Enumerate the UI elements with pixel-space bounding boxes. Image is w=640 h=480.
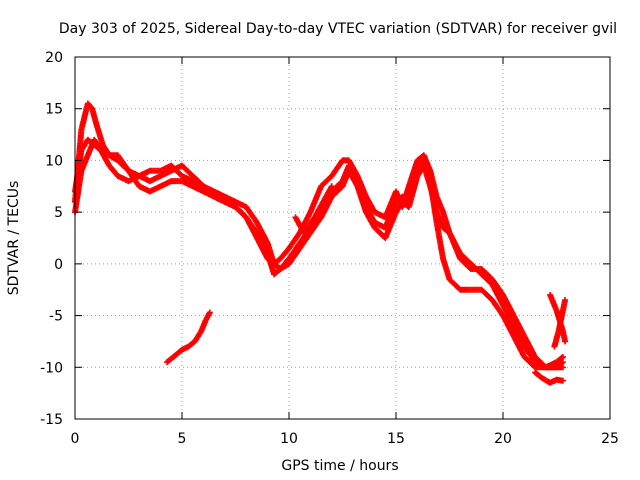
chart-title: Day 303 of 2025, Sidereal Day-to-day VTE… bbox=[59, 21, 617, 37]
y-tick-label: 10 bbox=[45, 153, 63, 169]
data-point bbox=[559, 359, 566, 366]
y-tick-label: 0 bbox=[54, 257, 63, 273]
x-tick-label: 25 bbox=[601, 431, 619, 447]
x-tick-label: 10 bbox=[280, 431, 298, 447]
data-point bbox=[558, 354, 565, 361]
data-point bbox=[559, 377, 566, 384]
x-tick-label: 5 bbox=[178, 431, 187, 447]
plot-frame bbox=[74, 56, 611, 420]
y-tick-label: -15 bbox=[40, 412, 63, 428]
data-point bbox=[559, 353, 566, 360]
data-point bbox=[206, 309, 213, 316]
series-track-f bbox=[532, 369, 566, 386]
series-track-c bbox=[72, 136, 566, 371]
data-point bbox=[559, 364, 566, 371]
y-tick-label: -10 bbox=[40, 360, 63, 376]
data-point bbox=[558, 359, 565, 366]
y-tick-label: -5 bbox=[49, 309, 63, 325]
data-points bbox=[72, 100, 569, 386]
data-point bbox=[328, 183, 335, 190]
data-point bbox=[562, 338, 569, 345]
series-track-d bbox=[164, 309, 213, 366]
series-track-h bbox=[551, 297, 569, 350]
x-tick-label: 20 bbox=[494, 431, 512, 447]
series-track-e bbox=[292, 183, 335, 236]
gridlines bbox=[75, 57, 610, 419]
axis-ticks: 0 5 10 15 20 25 -15 -10 -5 0 5 10 15 20 bbox=[40, 50, 619, 447]
data-point bbox=[562, 297, 569, 304]
x-tick-label: 0 bbox=[71, 431, 80, 447]
x-axis-label: GPS time / hours bbox=[281, 458, 398, 474]
x-tick-label: 15 bbox=[387, 431, 405, 447]
y-axis-label: SDTVAR / TECUs bbox=[6, 181, 22, 296]
y-tick-label: 15 bbox=[45, 102, 63, 118]
y-tick-label: 20 bbox=[45, 50, 63, 66]
y-tick-label: 5 bbox=[54, 205, 63, 221]
